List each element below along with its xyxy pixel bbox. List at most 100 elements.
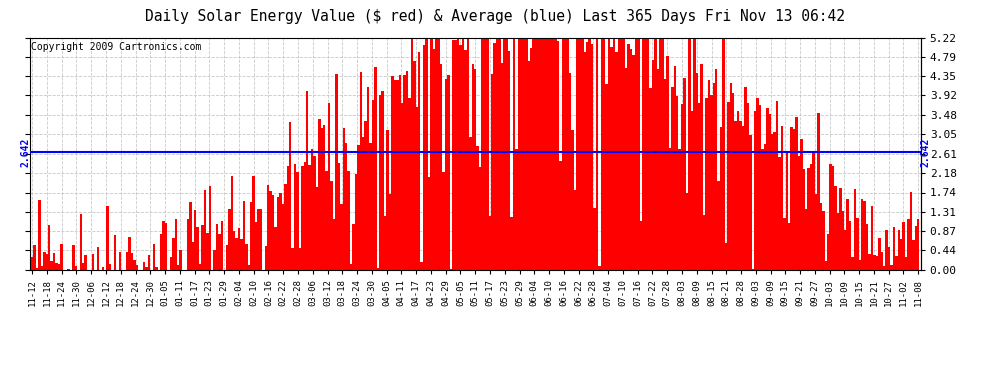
Bar (890, 265, 893, 270)
Bar (160, 234, 162, 270)
Bar (798, 156, 800, 270)
Bar (296, 171, 299, 270)
Bar (126, 252, 129, 270)
Bar (34, 245, 36, 270)
Bar (588, 38, 591, 270)
Bar (162, 221, 164, 270)
Bar (236, 238, 238, 270)
Bar (354, 174, 357, 270)
Bar (136, 266, 138, 270)
Bar (438, 38, 440, 270)
Bar (46, 254, 48, 270)
Bar (691, 111, 693, 270)
Bar (538, 38, 540, 270)
Bar (169, 257, 172, 270)
Bar (700, 64, 703, 270)
Bar (92, 254, 94, 270)
Bar (259, 209, 262, 270)
Bar (725, 243, 728, 270)
Bar (659, 38, 661, 270)
Bar (396, 80, 399, 270)
Bar (640, 222, 642, 270)
Bar (248, 265, 250, 270)
Bar (520, 38, 523, 270)
Bar (861, 199, 863, 270)
Bar (681, 104, 683, 270)
Bar (216, 224, 219, 270)
Bar (649, 88, 651, 270)
Bar (129, 237, 131, 270)
Bar (471, 64, 474, 270)
Bar (593, 208, 596, 270)
Bar (445, 79, 447, 270)
Bar (615, 53, 618, 270)
Bar (79, 214, 82, 270)
Bar (576, 38, 579, 270)
Bar (41, 266, 44, 270)
Bar (187, 219, 189, 270)
Bar (803, 169, 805, 270)
Bar (304, 162, 306, 270)
Bar (349, 264, 352, 270)
Bar (813, 152, 815, 270)
Bar (506, 38, 508, 270)
Bar (723, 38, 725, 270)
Bar (815, 194, 817, 270)
Bar (878, 238, 880, 270)
Bar (189, 202, 192, 270)
Bar (221, 222, 223, 270)
Bar (830, 164, 832, 270)
Bar (277, 197, 279, 270)
Bar (853, 189, 856, 270)
Bar (832, 166, 835, 270)
Bar (885, 230, 888, 270)
Bar (243, 201, 246, 270)
Bar (606, 84, 608, 270)
Bar (31, 257, 34, 270)
Bar (313, 156, 316, 270)
Bar (903, 222, 905, 270)
Bar (379, 95, 381, 270)
Bar (873, 255, 876, 270)
Bar (357, 144, 359, 270)
Bar (282, 204, 284, 270)
Bar (152, 244, 155, 270)
Bar (835, 186, 837, 270)
Bar (603, 38, 606, 270)
Bar (399, 75, 401, 270)
Bar (143, 262, 146, 270)
Bar (730, 82, 732, 270)
Bar (331, 181, 333, 270)
Bar (698, 103, 700, 270)
Bar (246, 244, 248, 270)
Bar (192, 242, 194, 270)
Bar (664, 80, 666, 270)
Bar (915, 226, 917, 270)
Bar (756, 98, 758, 270)
Bar (598, 267, 601, 270)
Bar (668, 148, 671, 270)
Bar (109, 264, 111, 270)
Bar (449, 269, 452, 270)
Bar (608, 38, 610, 270)
Bar (910, 192, 912, 270)
Bar (443, 172, 445, 270)
Bar (328, 103, 331, 270)
Bar (566, 38, 569, 270)
Bar (561, 38, 564, 270)
Bar (119, 252, 121, 270)
Bar (703, 215, 705, 270)
Bar (564, 38, 566, 270)
Bar (264, 246, 267, 270)
Bar (454, 40, 457, 270)
Bar (661, 38, 664, 270)
Bar (817, 113, 820, 270)
Bar (384, 216, 386, 270)
Bar (131, 252, 134, 270)
Bar (67, 269, 70, 270)
Bar (651, 60, 654, 270)
Bar (226, 245, 228, 270)
Bar (269, 190, 272, 270)
Bar (301, 166, 304, 270)
Bar (204, 190, 206, 270)
